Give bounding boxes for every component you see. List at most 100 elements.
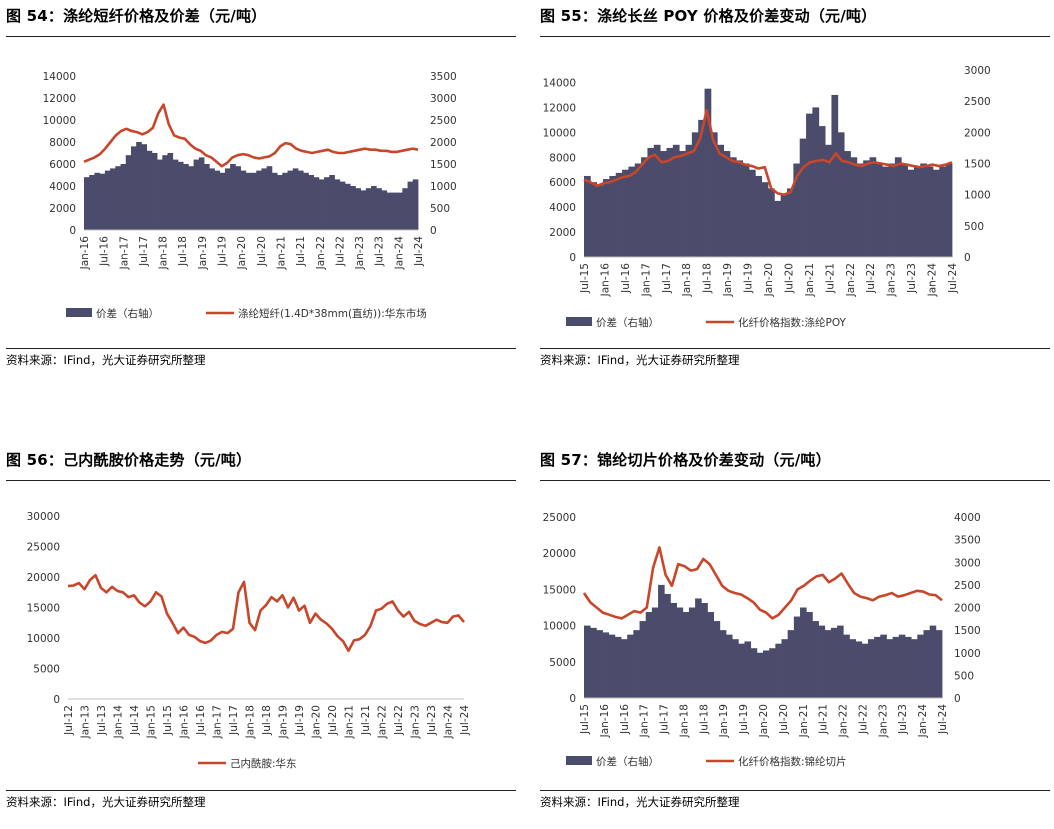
y-right-tick-label: 2500 xyxy=(964,96,991,108)
bar xyxy=(303,172,309,230)
bar xyxy=(391,192,398,230)
legend: 己内酰胺:华东 xyxy=(198,757,297,770)
bar xyxy=(89,175,95,230)
bar xyxy=(850,157,858,257)
bar xyxy=(627,634,634,698)
legend: 价差（右轴） 化纤价格指数:锦纶切片 xyxy=(566,755,847,768)
panel-chart-56: 图 56：己内酰胺价格走势（元/吨） 0 5000 10000 15000 20000 2… xyxy=(6,444,516,829)
bar xyxy=(723,151,731,257)
title-rule xyxy=(540,480,1050,481)
bar xyxy=(584,625,591,698)
bar xyxy=(775,643,782,698)
x-tick-label: Jul-14 xyxy=(129,705,141,736)
bar xyxy=(329,175,335,230)
bar xyxy=(360,190,367,230)
bar xyxy=(130,146,137,230)
bar xyxy=(603,179,610,257)
bar xyxy=(880,634,887,698)
x-tick-label: Jan-24 xyxy=(393,236,405,271)
bar xyxy=(843,634,850,698)
source-rule xyxy=(540,348,1050,349)
panel-chart-55: 图 55：涤纶长丝 POY 价格及价差变动（元/吨） 0 2000 4000 6000… xyxy=(540,0,1050,385)
y-right-tick-label: 1000 xyxy=(430,181,457,193)
bar xyxy=(198,157,205,230)
y-left-tick-label: 5000 xyxy=(549,657,576,669)
y-left-tick-label: 10000 xyxy=(27,633,60,645)
y-right-tick-label: 1500 xyxy=(964,159,991,171)
y-right-tick-label: 2000 xyxy=(430,137,457,149)
y-left-tick-label: 4000 xyxy=(49,181,76,193)
x-tick-label: Jul-20 xyxy=(778,704,790,735)
bar xyxy=(736,160,744,257)
bar xyxy=(945,163,953,257)
bar xyxy=(755,175,763,257)
bar xyxy=(621,639,628,699)
chart-57-plot: 0 5000 10000 15000 20000 25000 0 500 1000 1500 200… xyxy=(543,512,981,768)
x-tick-label: Jul-19 xyxy=(294,705,306,736)
y-left-tick-label: 14000 xyxy=(43,71,76,83)
x-tick-label: Jul-21 xyxy=(818,704,830,735)
bar xyxy=(308,175,315,230)
bar xyxy=(787,630,795,699)
bar xyxy=(904,636,912,698)
y-left-tick-label: 0 xyxy=(569,693,576,705)
x-tick-label: Jan-19 xyxy=(197,236,209,270)
bar xyxy=(136,142,142,230)
x-tick-label: Jan-23 xyxy=(354,236,366,270)
title-rule xyxy=(6,480,516,481)
bar xyxy=(920,163,928,257)
title-rule xyxy=(540,36,1050,37)
source-note: 资料来源：IFind，光大证券研究所整理 xyxy=(540,795,740,809)
bar xyxy=(844,151,851,257)
bar xyxy=(287,170,294,230)
bar xyxy=(855,641,863,698)
bar xyxy=(292,168,299,230)
y-left-tick-label: 6000 xyxy=(549,177,576,189)
bar xyxy=(609,175,617,257)
x-tick-label: Jul-21 xyxy=(295,236,307,267)
y-right-tick-label: 500 xyxy=(954,670,974,682)
bar xyxy=(313,177,320,230)
bar xyxy=(628,166,636,257)
x-tick-label: Jan-14 xyxy=(113,705,125,740)
y-left-tick-label: 5000 xyxy=(33,664,60,676)
x-tick-label: Jul-19 xyxy=(743,263,755,294)
bar xyxy=(664,593,671,698)
bar xyxy=(157,159,163,230)
bar xyxy=(818,126,826,257)
y-right-tick-label: 500 xyxy=(430,203,450,215)
bar xyxy=(282,172,288,230)
legend: 价差（右轴） 化纤价格指数:涤纶POY xyxy=(566,316,847,329)
bar xyxy=(633,630,640,699)
chart-title: 图 55：涤纶长丝 POY 价格及价差变动（元/吨） xyxy=(540,7,877,25)
y-right-tick-label: 3000 xyxy=(430,93,457,105)
x-tick-label: Jul-19 xyxy=(738,704,750,735)
bar xyxy=(647,147,655,257)
chart-55-plot: 0 2000 4000 6000 8000 10000 12000 14000 0 500 1000… xyxy=(543,65,991,329)
legend-label-bar: 价差（右轴） xyxy=(596,755,659,768)
y-left-tick-label: 30000 xyxy=(27,511,60,523)
bar xyxy=(224,168,231,230)
y-right-tick-label: 3500 xyxy=(430,71,457,83)
y-left-tick-label: 8000 xyxy=(549,152,576,164)
x-tick-label: Jul-20 xyxy=(783,263,795,294)
bar xyxy=(742,163,750,257)
x-tick-label: Jan-24 xyxy=(917,704,929,739)
x-tick-label: Jan-20 xyxy=(763,263,775,297)
x-tick-label: Jan-17 xyxy=(118,236,130,270)
x-tick-label: Jan-18 xyxy=(681,263,693,297)
bar xyxy=(913,166,921,257)
panel-chart-54: 图 54：涤纶短纤价格及价差（元/吨） 0 2000 4000 6000 8000 100… xyxy=(6,0,516,385)
x-tick-label: Jan-22 xyxy=(377,705,389,739)
series-line xyxy=(583,108,953,196)
source-rule xyxy=(6,790,516,791)
legend-swatch-bar xyxy=(66,308,92,317)
bar xyxy=(901,163,908,257)
bar xyxy=(907,169,915,257)
x-tick-label: Jan-24 xyxy=(443,705,455,740)
x-tick-label: Jul-24 xyxy=(459,705,471,736)
bar xyxy=(590,182,598,257)
x-tick-label: Jul-17 xyxy=(138,236,150,267)
panel-chart-57: 图 57：锦纶切片价格及价差变动（元/吨） 0 5000 10000 15000 200… xyxy=(540,444,1050,829)
x-tick-label: Jul-13 xyxy=(96,705,108,736)
